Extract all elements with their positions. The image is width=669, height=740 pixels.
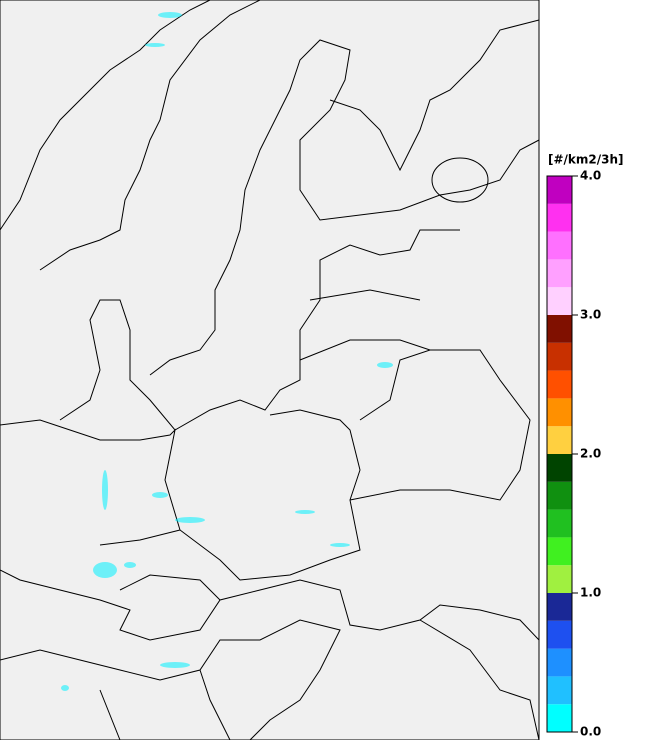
colorbar-segment (547, 176, 572, 204)
border (99, 529, 221, 601)
colorbar-unit: [#/km2/3h] (548, 153, 624, 167)
precip-speck (124, 562, 136, 568)
colorbar-segment (547, 704, 572, 732)
precip-speck (145, 43, 165, 47)
colorbar-segment (547, 565, 572, 593)
precip-speck (93, 562, 117, 578)
colorbar-segment (547, 315, 572, 343)
colorbar-segment (547, 259, 572, 288)
map (0, 0, 540, 740)
colorbar-segment (547, 509, 572, 538)
colorbar-segment (547, 342, 572, 371)
precip-speck (330, 543, 350, 547)
lake (431, 157, 489, 203)
coastline (59, 229, 460, 431)
map-background (0, 0, 540, 740)
colorbar-tick-label: 1.0 (580, 586, 601, 600)
colorbar: [#/km2/3h] 0.0 1.0 2.0 3.0 4.0 (546, 153, 624, 739)
colorbar-tick-label: 0.0 (580, 725, 601, 739)
precip-speck (61, 685, 69, 691)
colorbar-segment (547, 370, 572, 399)
colorbar-segment (547, 203, 572, 232)
border (0, 619, 540, 740)
colorbar-segment (547, 398, 572, 427)
colorbar-segment (547, 287, 572, 315)
colorbar-segment (547, 454, 572, 482)
precip-speck (158, 12, 182, 18)
coastline (329, 19, 540, 172)
border (0, 409, 361, 581)
colorbar-segment (547, 620, 572, 649)
precip-speck (175, 517, 205, 523)
precip-speck (295, 510, 315, 514)
coastline (39, 0, 261, 271)
colorbar-tick-label: 4.0 (580, 169, 601, 183)
border (349, 349, 531, 501)
border (299, 289, 431, 361)
colorbar-segment (547, 648, 572, 677)
colorbar-segment (547, 593, 572, 621)
coastline (149, 39, 540, 376)
colorbar-tick-label: 3.0 (580, 308, 601, 322)
border (0, 569, 540, 641)
colorbar-tick-label: 2.0 (580, 447, 601, 461)
colorbar-segment (547, 537, 572, 566)
coastline (0, 0, 211, 231)
colorbar-segment (547, 426, 572, 454)
precip-speck (377, 362, 393, 368)
precip-speck (152, 492, 168, 498)
colorbar-segment (547, 676, 572, 705)
colorbar-segment (547, 481, 572, 510)
precip-speck (160, 662, 190, 668)
precip-speck (102, 470, 108, 510)
colorbar-segment (547, 231, 572, 260)
